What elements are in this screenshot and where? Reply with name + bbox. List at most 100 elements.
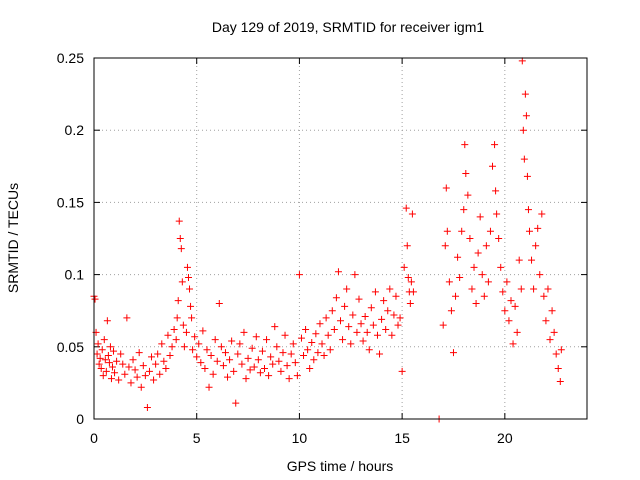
plot-frame xyxy=(93,57,588,420)
data-point xyxy=(121,370,129,378)
data-point xyxy=(170,325,178,333)
data-point xyxy=(318,340,326,348)
data-point xyxy=(557,346,565,354)
data-point xyxy=(316,320,324,328)
data-point xyxy=(248,344,256,352)
data-point xyxy=(442,184,450,192)
grid-layer xyxy=(94,58,587,419)
data-point xyxy=(519,126,527,134)
data-point xyxy=(337,317,344,325)
data-point xyxy=(111,369,119,377)
data-point xyxy=(466,235,474,242)
data-point xyxy=(143,403,151,411)
data-point xyxy=(328,307,336,315)
data-point xyxy=(97,364,105,372)
data-point xyxy=(211,336,219,344)
data-point xyxy=(209,370,217,378)
data-point xyxy=(404,273,412,281)
data-point xyxy=(522,112,530,120)
data-point xyxy=(363,328,371,336)
data-point xyxy=(398,367,406,375)
data-point xyxy=(104,351,112,359)
data-point xyxy=(491,141,499,149)
data-point xyxy=(224,373,232,381)
data-point xyxy=(102,367,110,375)
data-point xyxy=(203,346,211,354)
data-point xyxy=(532,242,540,250)
data-point xyxy=(189,346,197,354)
data-point xyxy=(213,357,221,365)
data-point xyxy=(480,292,488,300)
y-tick-label: 0.25 xyxy=(57,50,84,66)
data-point xyxy=(93,350,101,358)
data-point xyxy=(461,141,469,149)
data-point xyxy=(530,285,538,293)
data-point xyxy=(396,314,404,322)
data-point xyxy=(402,204,410,212)
data-point xyxy=(199,327,207,335)
data-point xyxy=(521,90,529,98)
data-point xyxy=(406,299,414,307)
data-point xyxy=(441,242,449,250)
data-point xyxy=(173,314,181,322)
data-point xyxy=(509,340,517,348)
data-point xyxy=(91,295,99,303)
data-point xyxy=(357,320,365,328)
x-tick-label: 20 xyxy=(497,430,513,446)
data-point xyxy=(95,360,103,368)
data-point xyxy=(495,235,503,242)
data-point xyxy=(129,356,137,364)
data-point xyxy=(117,350,125,358)
axis-layer: 0 5 10 15 20 0 0.05 0.1 0.15 0.2 0.25 xyxy=(57,50,587,446)
data-point xyxy=(297,334,305,342)
data-point xyxy=(447,307,455,315)
data-point xyxy=(388,331,396,339)
data-point xyxy=(242,375,250,383)
data-point xyxy=(523,172,531,180)
data-point xyxy=(515,256,523,264)
data-point xyxy=(195,340,203,348)
data-point xyxy=(289,340,297,348)
data-point xyxy=(403,242,411,250)
data-point xyxy=(252,333,260,341)
data-point xyxy=(312,330,320,338)
data-point xyxy=(293,372,301,380)
data-point xyxy=(390,311,398,319)
data-point xyxy=(445,278,453,286)
data-point xyxy=(492,187,500,195)
data-point xyxy=(353,328,361,336)
data-point xyxy=(503,278,511,286)
data-point xyxy=(552,350,560,358)
data-point xyxy=(550,328,558,336)
data-point xyxy=(493,210,501,218)
data-point xyxy=(548,307,556,315)
data-point xyxy=(486,227,494,235)
y-axis-title: SRMTID / TECUs xyxy=(5,183,21,293)
data-point xyxy=(183,263,191,271)
data-point xyxy=(158,340,166,348)
data-point xyxy=(554,364,562,372)
data-point xyxy=(478,271,486,279)
data-point xyxy=(454,253,462,261)
x-axis-title: GPS time / hours xyxy=(287,458,394,474)
data-point xyxy=(443,227,451,235)
data-point xyxy=(300,351,308,359)
data-point xyxy=(407,278,415,286)
data-point xyxy=(156,370,164,378)
data-point xyxy=(217,343,225,351)
data-point xyxy=(464,191,472,199)
data-point xyxy=(513,328,521,336)
data-point xyxy=(226,356,234,364)
data-point xyxy=(505,317,513,325)
data-point xyxy=(197,359,205,367)
data-point xyxy=(193,353,201,361)
data-point xyxy=(135,349,143,357)
data-point xyxy=(489,162,497,170)
data-point xyxy=(394,321,402,329)
data-point xyxy=(152,360,160,368)
data-point xyxy=(127,379,135,387)
data-point xyxy=(273,343,281,351)
data-point xyxy=(184,273,192,281)
data-point xyxy=(376,350,384,358)
